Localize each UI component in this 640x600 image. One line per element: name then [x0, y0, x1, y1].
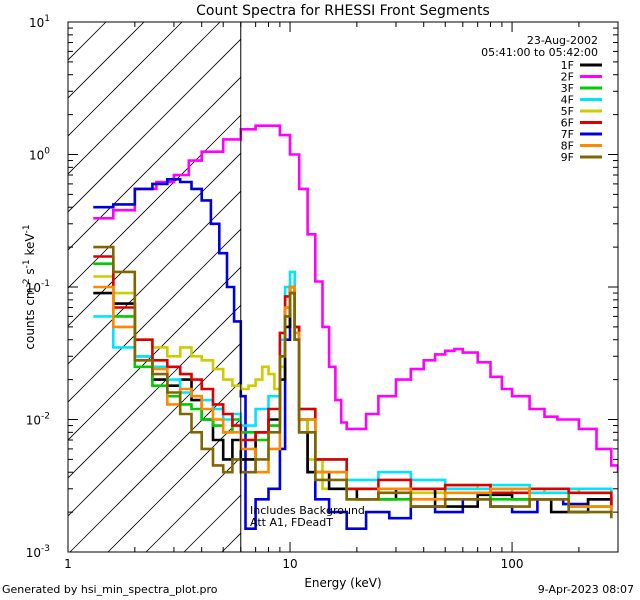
series-9F: [93, 245, 613, 519]
annotation-line-1: Includes Background: [250, 504, 365, 517]
y-tick-label: 10-2: [26, 412, 50, 428]
legend-label-9F: 9F: [561, 151, 574, 164]
x-tick-label: 100: [501, 557, 524, 571]
hatch-line: [68, 304, 241, 479]
axis-ticks: 1 10 100 10-3 10-2 10-1 100 101: [26, 14, 619, 571]
legend-label-3F: 3F: [561, 82, 574, 95]
hatch-line: [68, 22, 221, 175]
hatch-line: [68, 190, 241, 365]
series-layer: [93, 124, 618, 530]
timestamp-footer: 9-Apr-2023 08:07: [537, 583, 634, 596]
legend-label-1F: 1F: [561, 59, 574, 72]
hatch-line: [145, 456, 241, 552]
hatch-line: [68, 76, 241, 251]
hatch-line: [68, 22, 183, 137]
y-axis-label: counts cm-2 s-1 keV-1: [22, 224, 37, 349]
y-tick-label: 10-3: [26, 544, 50, 560]
y-tick-label: 101: [29, 14, 50, 30]
legend-label-2F: 2F: [561, 71, 574, 84]
legend-label-4F: 4F: [561, 94, 574, 107]
series-6F: [93, 255, 613, 507]
series-7F: [93, 178, 613, 530]
hatch-line: [69, 380, 241, 552]
hatch-line: [68, 228, 241, 403]
legend-label-8F: 8F: [561, 140, 574, 153]
series-2F: [93, 124, 618, 473]
date-label: 23-Aug-2002: [527, 34, 598, 47]
hatch-line: [68, 266, 241, 441]
hatch-line: [68, 342, 241, 517]
hatch-line: [68, 22, 107, 61]
legend-label-7F: 7F: [561, 128, 574, 141]
chart-title: Count Spectra for RHESSI Front Segments: [196, 3, 490, 19]
x-axis-label: Energy (keV): [304, 576, 381, 590]
hatch-line: [68, 38, 241, 213]
series-8F: [93, 285, 613, 519]
series-5F: [93, 275, 613, 501]
x-tick-label: 1: [64, 557, 72, 571]
x-tick-label: 10: [282, 557, 297, 571]
y-tick-label: 10-1: [26, 279, 50, 295]
hatch-line: [107, 418, 241, 552]
legend-label-5F: 5F: [561, 105, 574, 118]
annotation-line-2: Att A1, FDeadT: [250, 516, 333, 529]
series-3F: [93, 262, 613, 513]
y-tick-label: 100: [29, 147, 50, 163]
generated-by-footer: Generated by hsi_min_spectra_plot.pro: [2, 583, 218, 596]
time-range-label: 05:41:00 to 05:42:00: [481, 46, 598, 59]
legend-label-6F: 6F: [561, 117, 574, 130]
